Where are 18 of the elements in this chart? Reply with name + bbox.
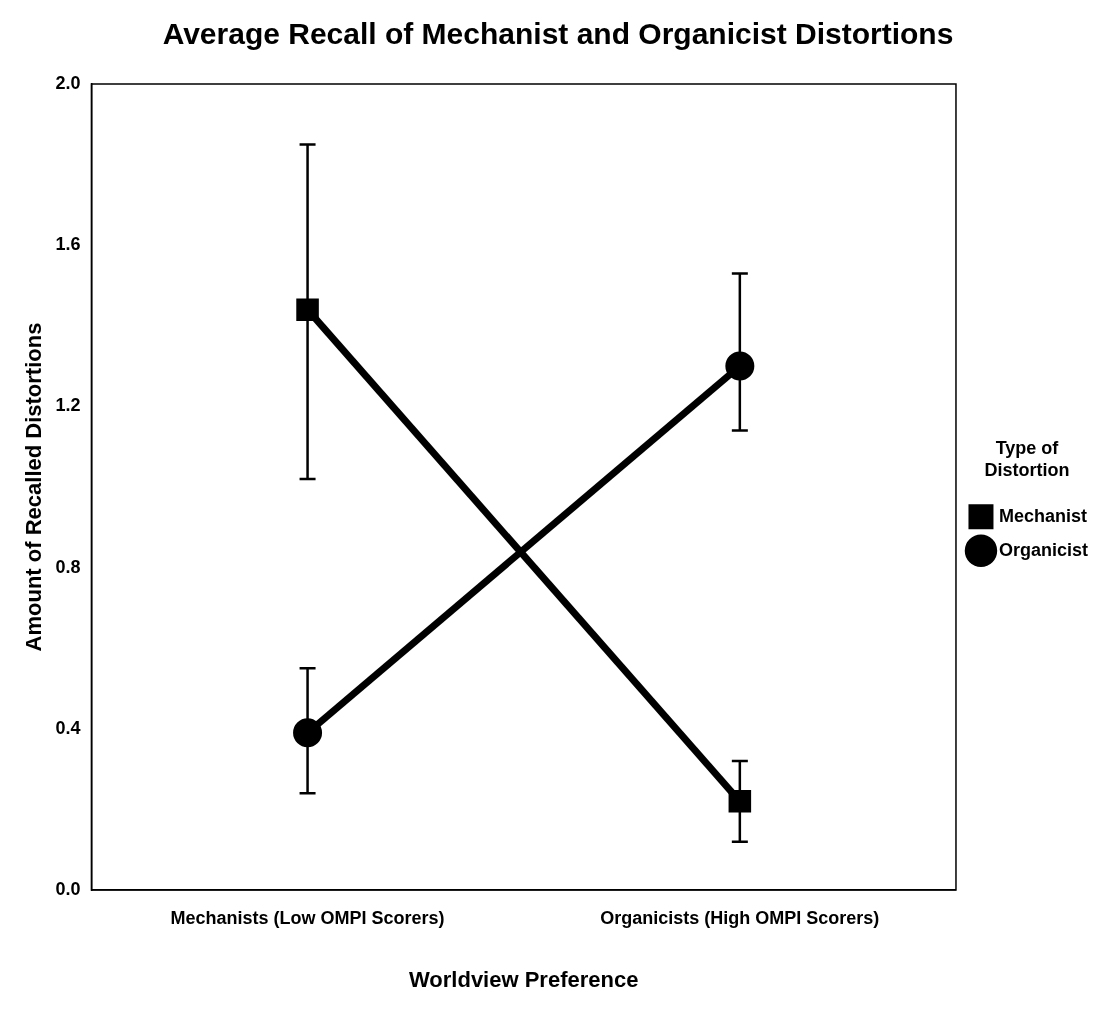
legend-title: Type of Distortion xyxy=(984,438,1070,480)
x-axis-title: Worldview Preference xyxy=(408,966,639,992)
chart-title: Average Recall of Mechanist and Organicist Distortions xyxy=(162,17,954,51)
y-axis-title: Amount of Recalled Distortions xyxy=(21,322,47,652)
legend-label: Organicist xyxy=(998,539,1089,560)
point xyxy=(728,790,752,813)
y-tick-label: 0.0 xyxy=(55,878,81,899)
x-tick-label: Mechanists (Low OMPI Scorers) xyxy=(170,907,445,928)
y-tick-label: 0.4 xyxy=(55,717,81,738)
y-tick-label: 1.6 xyxy=(55,234,81,255)
point xyxy=(296,298,319,321)
y-tick-label: 1.2 xyxy=(55,395,81,416)
point xyxy=(293,718,323,748)
x-tick-label: Organicists (High OMPI Scorers) xyxy=(600,907,880,928)
y-tick-label: 0.8 xyxy=(55,556,81,577)
legend-label: Mechanist xyxy=(998,505,1088,526)
y-tick-label: 2.0 xyxy=(55,72,81,93)
point xyxy=(725,351,755,381)
